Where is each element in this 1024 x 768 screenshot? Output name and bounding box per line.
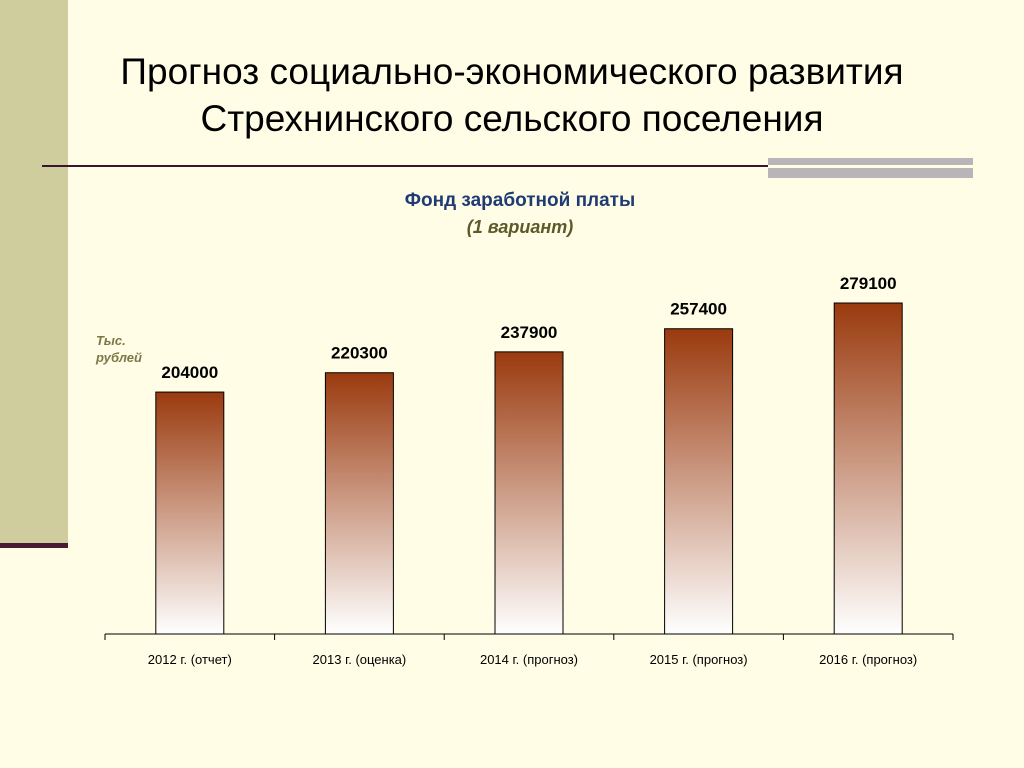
title-divider-line — [42, 165, 972, 167]
decorative-left-band — [0, 0, 68, 545]
x-axis: 2012 г. (отчет) 2013 г. (оценка) 2014 г. (… — [104, 633, 954, 667]
bar — [155, 391, 225, 635]
decorative-left-band-underline — [0, 543, 68, 548]
bar-series: 204000 220300 237900 257400 279100 — [155, 274, 903, 635]
chart-subtitle: (1 вариант) — [466, 217, 574, 237]
title-divider-accent — [768, 158, 973, 178]
x-tick-label: 2015 г. (прогноз) — [650, 652, 748, 667]
bar — [664, 328, 734, 635]
data-label: 204000 — [161, 363, 218, 382]
data-label: 279100 — [840, 274, 897, 293]
x-tick-label: 2016 г. (прогноз) — [819, 652, 917, 667]
chart-title: Фонд заработной платы — [404, 190, 636, 211]
x-tick-label: 2014 г. (прогноз) — [480, 652, 578, 667]
bar — [494, 351, 564, 635]
x-tick-label: 2012 г. (отчет) — [148, 652, 232, 667]
x-tick-label: 2013 г. (оценка) — [313, 652, 407, 667]
slide-title: Прогноз социально-экономического развити… — [120, 51, 904, 139]
data-label: 220300 — [331, 344, 388, 363]
data-label: 237900 — [501, 323, 558, 342]
data-label: 257400 — [670, 300, 727, 319]
bar — [833, 302, 903, 635]
bar — [324, 372, 394, 635]
y-axis-unit-label: Тыс. рублей — [96, 333, 142, 365]
